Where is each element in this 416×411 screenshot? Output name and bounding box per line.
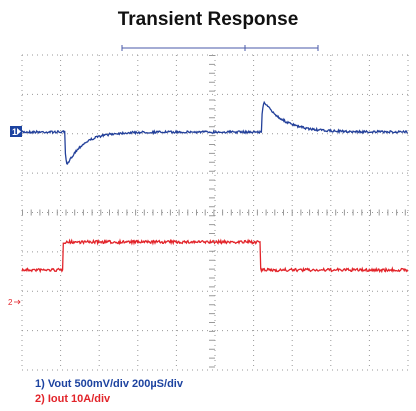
trigger-bar bbox=[121, 45, 319, 51]
ch2-marker: 2 bbox=[8, 298, 13, 307]
caption-ch2: 2) Iout 10A/div bbox=[35, 393, 111, 405]
vout-trace bbox=[21, 100, 408, 165]
ch1-marker-box bbox=[10, 126, 22, 137]
ch2-arrow bbox=[14, 299, 21, 305]
ch1-arrow bbox=[17, 128, 21, 135]
grid bbox=[21, 54, 409, 371]
ch1-marker: 1 bbox=[12, 127, 17, 137]
title: Transient Response bbox=[118, 9, 299, 30]
iout-trace bbox=[21, 238, 409, 274]
caption-ch1: 1) Vout 500mV/div 200µS/div bbox=[35, 378, 184, 390]
